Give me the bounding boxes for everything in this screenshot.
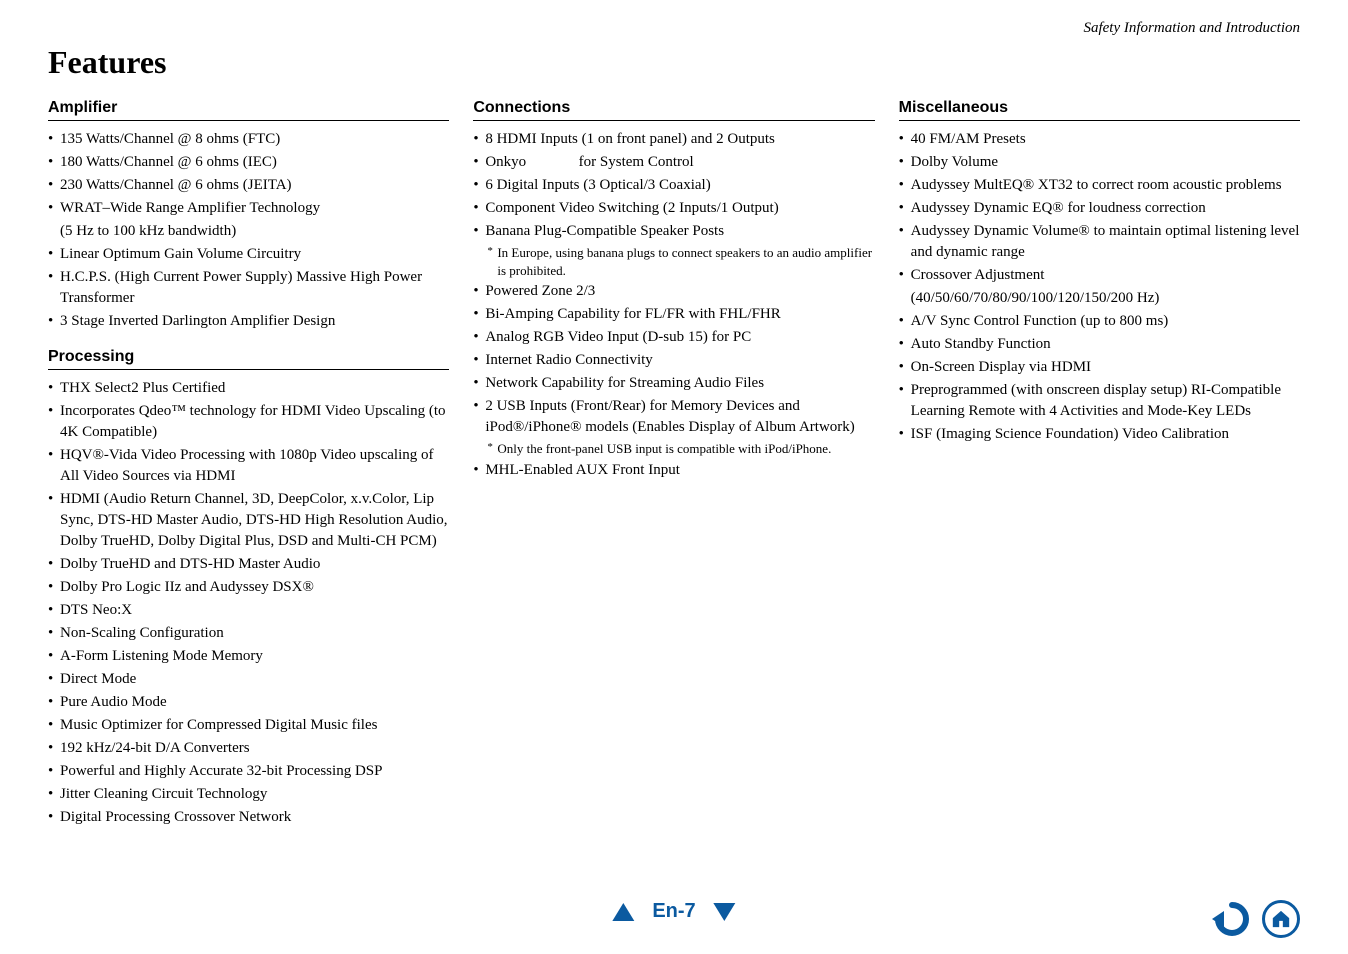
list-item: Audyssey MultEQ® XT32 to correct room ac… <box>899 175 1300 196</box>
list-item: 230 Watts/Channel @ 6 ohms (JEITA) <box>48 175 449 196</box>
connections-list-end: MHL-Enabled AUX Front Input <box>473 460 874 481</box>
list-item: 8 HDMI Inputs (1 on front panel) and 2 O… <box>473 129 874 150</box>
list-item: 192 kHz/24-bit D/A Converters <box>48 738 449 759</box>
list-item: Powered Zone 2/3 <box>473 281 874 302</box>
footnote-usb: Only the front-panel USB input is compat… <box>473 440 874 458</box>
connections-list: 8 HDMI Inputs (1 on front panel) and 2 O… <box>473 129 874 242</box>
list-item: Powerful and Highly Accurate 32-bit Proc… <box>48 761 449 782</box>
list-item: Audyssey Dynamic EQ® for loudness correc… <box>899 198 1300 219</box>
back-icon[interactable] <box>1210 901 1252 937</box>
prev-page-icon[interactable] <box>612 903 634 921</box>
list-item: Dolby TrueHD and DTS-HD Master Audio <box>48 554 449 575</box>
list-item: Network Capability for Streaming Audio F… <box>473 373 874 394</box>
list-subline: (40/50/60/70/80/90/100/120/150/200 Hz) <box>899 288 1300 309</box>
list-item: Incorporates Qdeo™ technology for HDMI V… <box>48 401 449 443</box>
section-heading-processing: Processing <box>48 348 449 370</box>
list-item: Dolby Pro Logic IIz and Audyssey DSX® <box>48 577 449 598</box>
column-1: Amplifier 135 Watts/Channel @ 8 ohms (FT… <box>48 99 449 830</box>
list-subline: (5 Hz to 100 kHz bandwidth) <box>48 221 449 242</box>
list-item: HDMI (Audio Return Channel, 3D, DeepColo… <box>48 489 449 552</box>
column-2: Connections 8 HDMI Inputs (1 on front pa… <box>473 99 874 830</box>
misc-list: 40 FM/AM Presets Dolby Volume Audyssey M… <box>899 129 1300 286</box>
list-item: A-Form Listening Mode Memory <box>48 646 449 667</box>
page-nav: En-7 <box>612 900 735 923</box>
list-item: Onkyo for System Control <box>473 152 874 173</box>
processing-list: THX Select2 Plus Certified Incorporates … <box>48 378 449 828</box>
list-item: Pure Audio Mode <box>48 692 449 713</box>
list-item: Non-Scaling Configuration <box>48 623 449 644</box>
list-item: Digital Processing Crossover Network <box>48 807 449 828</box>
amplifier-list: 135 Watts/Channel @ 8 ohms (FTC) 180 Wat… <box>48 129 449 219</box>
list-item: A/V Sync Control Function (up to 800 ms) <box>899 311 1300 332</box>
list-item: Bi-Amping Capability for FL/FR with FHL/… <box>473 304 874 325</box>
list-item: Auto Standby Function <box>899 334 1300 355</box>
section-heading-misc: Miscellaneous <box>899 99 1300 121</box>
list-item: 2 USB Inputs (Front/Rear) for Memory Dev… <box>473 396 874 438</box>
list-item: H.C.P.S. (High Current Power Supply) Mas… <box>48 267 449 309</box>
list-item: 135 Watts/Channel @ 8 ohms (FTC) <box>48 129 449 150</box>
footnote-banana: In Europe, using banana plugs to connect… <box>473 244 874 279</box>
list-item: MHL-Enabled AUX Front Input <box>473 460 874 481</box>
content-columns: Amplifier 135 Watts/Channel @ 8 ohms (FT… <box>48 99 1300 830</box>
page-title: Features <box>48 44 1300 81</box>
home-icon[interactable] <box>1262 900 1300 938</box>
list-item: Component Video Switching (2 Inputs/1 Ou… <box>473 198 874 219</box>
list-item: Banana Plug-Compatible Speaker Posts <box>473 221 874 242</box>
list-item: Dolby Volume <box>899 152 1300 173</box>
list-item: HQV®-Vida Video Processing with 1080p Vi… <box>48 445 449 487</box>
list-item: Crossover Adjustment <box>899 265 1300 286</box>
list-item: Internet Radio Connectivity <box>473 350 874 371</box>
list-item: WRAT–Wide Range Amplifier Technology <box>48 198 449 219</box>
list-item: Preprogrammed (with onscreen display set… <box>899 380 1300 422</box>
list-item: 40 FM/AM Presets <box>899 129 1300 150</box>
list-item: 180 Watts/Channel @ 6 ohms (IEC) <box>48 152 449 173</box>
list-item: Linear Optimum Gain Volume Circuitry <box>48 244 449 265</box>
list-item: Music Optimizer for Compressed Digital M… <box>48 715 449 736</box>
footer-actions <box>1210 900 1300 938</box>
list-item: DTS Neo:X <box>48 600 449 621</box>
column-3: Miscellaneous 40 FM/AM Presets Dolby Vol… <box>899 99 1300 830</box>
amplifier-list-cont: Linear Optimum Gain Volume Circuitry H.C… <box>48 244 449 332</box>
list-item: ISF (Imaging Science Foundation) Video C… <box>899 424 1300 445</box>
list-item: Jitter Cleaning Circuit Technology <box>48 784 449 805</box>
next-page-icon[interactable] <box>714 903 736 921</box>
list-item: 6 Digital Inputs (3 Optical/3 Coaxial) <box>473 175 874 196</box>
list-item: Analog RGB Video Input (D-sub 15) for PC <box>473 327 874 348</box>
breadcrumb: Safety Information and Introduction <box>1083 20 1300 37</box>
page-footer: En-7 <box>0 900 1348 940</box>
section-heading-amplifier: Amplifier <box>48 99 449 121</box>
misc-list-cont: A/V Sync Control Function (up to 800 ms)… <box>899 311 1300 445</box>
list-item: 3 Stage Inverted Darlington Amplifier De… <box>48 311 449 332</box>
connections-list-cont: Powered Zone 2/3 Bi-Amping Capability fo… <box>473 281 874 438</box>
list-item: Direct Mode <box>48 669 449 690</box>
section-heading-connections: Connections <box>473 99 874 121</box>
list-item: Audyssey Dynamic Volume® to maintain opt… <box>899 221 1300 263</box>
page-number: En-7 <box>652 900 695 923</box>
list-item: THX Select2 Plus Certified <box>48 378 449 399</box>
list-item: On-Screen Display via HDMI <box>899 357 1300 378</box>
